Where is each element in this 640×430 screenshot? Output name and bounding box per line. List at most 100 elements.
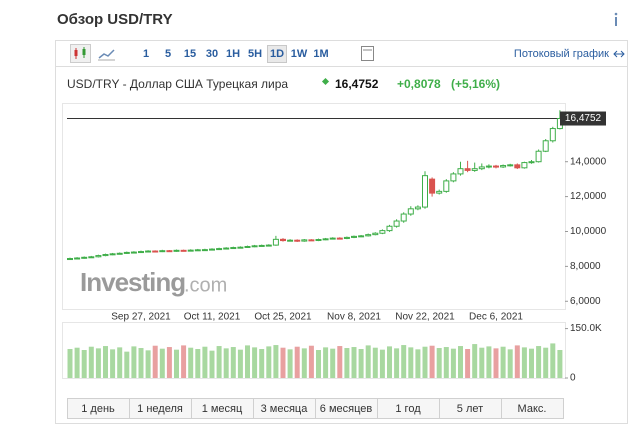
candle-body bbox=[308, 239, 315, 242]
expand-icon[interactable] bbox=[613, 50, 625, 58]
volume-bar bbox=[294, 346, 300, 378]
period-button[interactable]: 1 год bbox=[395, 403, 421, 415]
candle-body bbox=[365, 234, 372, 237]
volume-bar bbox=[472, 344, 478, 378]
info-icon[interactable] bbox=[611, 12, 621, 28]
interval-button[interactable]: 1W bbox=[291, 48, 308, 60]
candle-body bbox=[294, 239, 301, 242]
volume-border bbox=[62, 322, 566, 379]
watermark-brand: Investing bbox=[80, 267, 185, 297]
volume-bar bbox=[394, 348, 400, 378]
period-button-box[interactable] bbox=[501, 398, 564, 419]
volume-bar bbox=[280, 347, 286, 378]
candle-body bbox=[272, 238, 279, 246]
volume-bar bbox=[337, 346, 343, 378]
volume-bar bbox=[358, 349, 364, 378]
volume-bar bbox=[521, 347, 527, 378]
line-type-button[interactable] bbox=[98, 49, 115, 61]
plot-border bbox=[62, 103, 566, 310]
volume-bar bbox=[330, 348, 336, 378]
interval-button[interactable]: 1H bbox=[226, 48, 240, 60]
volume-bar bbox=[95, 348, 101, 378]
period-button[interactable]: 1 день bbox=[81, 403, 115, 415]
interval-buttons: 1 5 15 30 1H 5H 1D 1W 1M bbox=[143, 45, 329, 63]
candle-body bbox=[393, 220, 400, 227]
candle-body bbox=[500, 165, 507, 168]
interval-button[interactable]: 30 bbox=[206, 48, 218, 60]
candle-body bbox=[159, 250, 166, 253]
volume-bar bbox=[237, 349, 243, 378]
period-button[interactable]: 1 неделя bbox=[137, 403, 183, 415]
candle-body bbox=[265, 244, 272, 247]
candle-body bbox=[485, 165, 492, 168]
volume-tick-label: 150.0K bbox=[570, 323, 602, 334]
candle-body bbox=[301, 239, 308, 242]
period-button[interactable]: 5 лет bbox=[457, 403, 483, 415]
volume-tick-label: 0 bbox=[570, 373, 576, 384]
volume-bar bbox=[266, 346, 272, 378]
candle-type-button[interactable] bbox=[70, 44, 91, 63]
candle-body bbox=[386, 225, 393, 232]
candle-body bbox=[542, 140, 549, 152]
volume-bar bbox=[351, 347, 357, 378]
period-button[interactable]: 1 месяц bbox=[202, 403, 243, 415]
volume-bar bbox=[202, 346, 208, 378]
interval-button[interactable]: 5 bbox=[165, 48, 171, 60]
period-button[interactable]: Макс. bbox=[518, 403, 547, 415]
volume-bar bbox=[550, 343, 556, 378]
interval-button[interactable]: 5H bbox=[248, 48, 262, 60]
volume-bar bbox=[145, 350, 151, 378]
period-buttons: 1 день 1 неделя 1 месяц 3 месяца 6 месяцев 1 … bbox=[67, 398, 564, 419]
candle-body bbox=[116, 252, 123, 255]
volume-bar bbox=[536, 346, 542, 378]
candle-body bbox=[244, 245, 251, 248]
volume-bar bbox=[74, 347, 80, 378]
volume-bar bbox=[195, 349, 201, 378]
volume-bar bbox=[323, 347, 329, 378]
y-tick-label: 12,0000 bbox=[570, 191, 607, 202]
period-button[interactable]: 6 месяцев bbox=[320, 403, 373, 415]
interval-button[interactable]: 1M bbox=[313, 48, 328, 60]
volume-bar bbox=[216, 346, 222, 378]
volume-bar bbox=[514, 345, 520, 378]
candle-body bbox=[493, 165, 499, 168]
x-tick-label: Oct 25, 2021 bbox=[254, 312, 312, 323]
candle-body bbox=[549, 128, 556, 142]
candle-body bbox=[414, 206, 421, 210]
volume-bar bbox=[443, 347, 449, 378]
candle-body bbox=[343, 236, 350, 239]
candle-body bbox=[166, 250, 173, 253]
period-button[interactable]: 3 месяца bbox=[261, 403, 309, 415]
volume-bar bbox=[529, 348, 534, 378]
candle-body bbox=[216, 248, 223, 251]
volume-bar bbox=[124, 351, 130, 378]
stream-link[interactable]: Потоковый график bbox=[514, 48, 609, 60]
volume-bar bbox=[436, 348, 442, 378]
candle-body bbox=[429, 178, 436, 194]
candle-body bbox=[145, 250, 152, 253]
volume-bar bbox=[429, 345, 435, 378]
candle-body bbox=[258, 244, 265, 247]
volume-bar bbox=[181, 345, 187, 378]
volume-bar bbox=[159, 348, 165, 378]
volume-bar bbox=[230, 347, 236, 378]
x-tick-label: Nov 8, 2021 bbox=[327, 312, 381, 323]
candle-body bbox=[95, 255, 102, 258]
candle-body bbox=[422, 175, 428, 208]
volume-bar bbox=[557, 350, 563, 378]
interval-button[interactable]: 15 bbox=[184, 48, 196, 60]
interval-button[interactable]: 1D bbox=[270, 48, 284, 60]
y-tick-label: 6,0000 bbox=[570, 296, 601, 307]
settings-button[interactable] bbox=[361, 46, 374, 61]
candle-body bbox=[109, 253, 116, 256]
candle-body bbox=[535, 150, 542, 163]
volume-bar bbox=[110, 349, 116, 378]
interval-button[interactable]: 1 bbox=[143, 48, 149, 60]
active-interval bbox=[267, 45, 287, 63]
candle-body bbox=[130, 251, 137, 254]
candle-body bbox=[173, 249, 180, 252]
volume-bar bbox=[174, 349, 179, 378]
candle-body bbox=[237, 246, 244, 249]
quote-price: 16,4752 bbox=[335, 77, 379, 91]
